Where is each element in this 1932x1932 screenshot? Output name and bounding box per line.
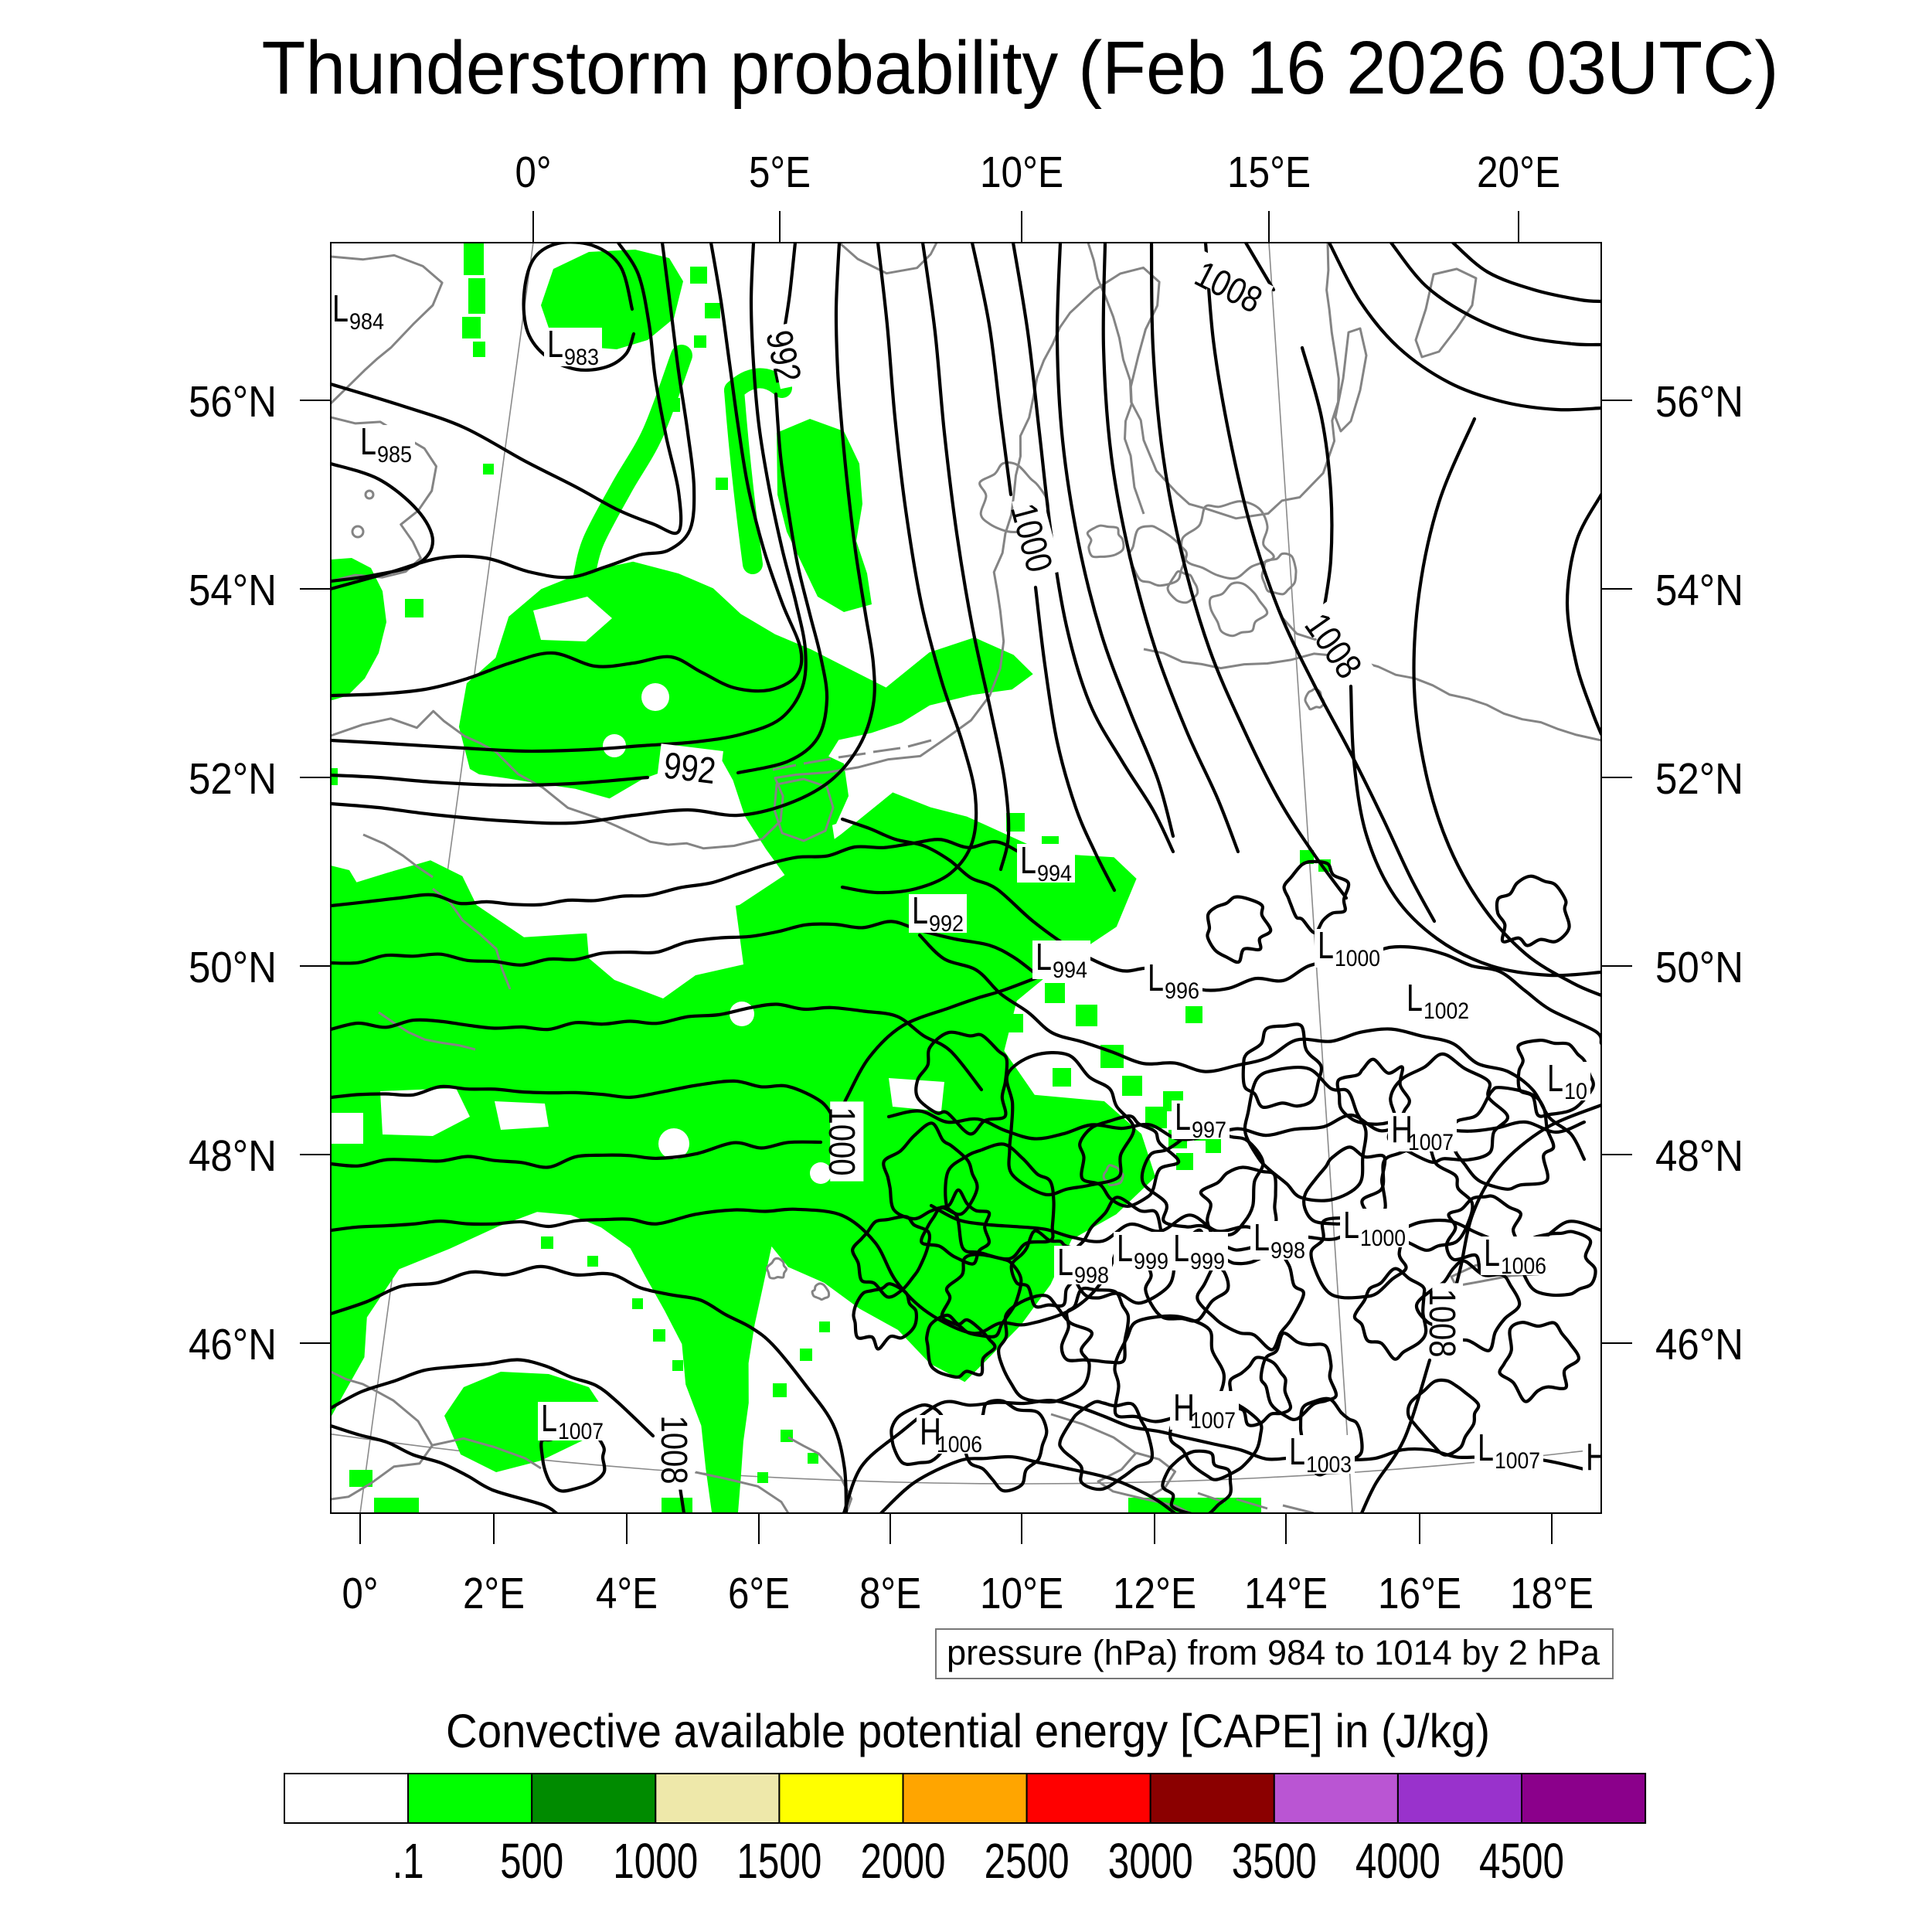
svg-text:L: L xyxy=(1020,840,1036,882)
svg-text:992: 992 xyxy=(929,911,964,937)
svg-text:52°N: 52°N xyxy=(1655,754,1743,804)
svg-text:56°N: 56°N xyxy=(189,377,277,427)
svg-text:10: 10 xyxy=(1564,1079,1587,1104)
svg-text:L: L xyxy=(1148,957,1164,999)
svg-text:48°N: 48°N xyxy=(1655,1131,1743,1181)
svg-text:56°N: 56°N xyxy=(1655,377,1743,427)
svg-text:16°E: 16°E xyxy=(1378,1569,1461,1618)
svg-text:L: L xyxy=(332,288,349,330)
svg-text:L: L xyxy=(912,890,928,932)
svg-text:50°N: 50°N xyxy=(1655,943,1743,992)
svg-text:46°N: 46°N xyxy=(1655,1320,1743,1369)
svg-text:1000: 1000 xyxy=(613,1833,698,1889)
svg-text:L: L xyxy=(1343,1205,1359,1247)
svg-text:5°E: 5°E xyxy=(749,148,811,197)
svg-text:500: 500 xyxy=(500,1833,563,1889)
svg-text:997: 997 xyxy=(1192,1117,1226,1143)
svg-text:3500: 3500 xyxy=(1232,1833,1317,1889)
svg-text:3000: 3000 xyxy=(1108,1833,1193,1889)
svg-text:4000: 4000 xyxy=(1355,1833,1440,1889)
svg-text:46°N: 46°N xyxy=(189,1320,277,1369)
svg-text:L: L xyxy=(1117,1228,1133,1270)
svg-text:983: 983 xyxy=(564,345,599,370)
svg-text:1000: 1000 xyxy=(821,1107,862,1176)
svg-text:Convective available potential: Convective available potential energy [C… xyxy=(446,1705,1490,1757)
svg-text:H: H xyxy=(1391,1109,1413,1151)
svg-text:985: 985 xyxy=(377,442,412,468)
svg-text:pressure (hPa) from 984 to 101: pressure (hPa) from 984 to 1014 by 2 hPa xyxy=(947,1633,1600,1672)
svg-text:4°E: 4°E xyxy=(596,1569,658,1618)
svg-text:1008: 1008 xyxy=(653,1416,694,1485)
svg-text:1002: 1002 xyxy=(1423,998,1469,1024)
svg-text:0°: 0° xyxy=(342,1569,379,1618)
svg-text:L: L xyxy=(1253,1217,1270,1259)
svg-text:L: L xyxy=(360,421,376,463)
svg-text:2500: 2500 xyxy=(985,1833,1070,1889)
svg-text:L: L xyxy=(1406,978,1423,1019)
svg-text:996: 996 xyxy=(1165,978,1199,1004)
svg-text:12°E: 12°E xyxy=(1113,1569,1196,1618)
svg-text:2°E: 2°E xyxy=(463,1569,525,1618)
svg-text:1006: 1006 xyxy=(1501,1253,1546,1279)
svg-text:1007: 1007 xyxy=(1495,1448,1540,1474)
svg-text:L: L xyxy=(1478,1427,1494,1469)
svg-text:H: H xyxy=(920,1411,941,1453)
svg-text:L: L xyxy=(1036,937,1052,978)
svg-text:54°N: 54°N xyxy=(1655,566,1743,615)
svg-text:994: 994 xyxy=(1037,861,1072,886)
svg-text:994: 994 xyxy=(1053,957,1087,983)
svg-text:2000: 2000 xyxy=(861,1833,946,1889)
svg-text:L: L xyxy=(1173,1228,1189,1270)
svg-text:15°E: 15°E xyxy=(1227,148,1311,197)
svg-text:48°N: 48°N xyxy=(189,1131,277,1181)
svg-text:998: 998 xyxy=(1074,1263,1109,1288)
svg-text:4500: 4500 xyxy=(1479,1833,1564,1889)
svg-text:1007: 1007 xyxy=(1190,1408,1236,1434)
svg-text:8°E: 8°E xyxy=(859,1569,921,1618)
svg-text:.1: .1 xyxy=(393,1833,424,1889)
svg-text:Thunderstorm probability (Feb: Thunderstorm probability (Feb 16 2026 03… xyxy=(262,26,1779,110)
svg-text:18°E: 18°E xyxy=(1510,1569,1594,1618)
svg-text:10°E: 10°E xyxy=(980,148,1063,197)
svg-text:1500: 1500 xyxy=(736,1833,821,1889)
svg-text:L: L xyxy=(1289,1431,1305,1473)
svg-text:50°N: 50°N xyxy=(189,943,277,992)
svg-text:L: L xyxy=(1318,925,1334,967)
svg-text:H: H xyxy=(1173,1387,1195,1429)
svg-text:1006: 1006 xyxy=(937,1432,982,1458)
svg-text:1007: 1007 xyxy=(1408,1130,1454,1155)
svg-text:1000: 1000 xyxy=(1360,1226,1406,1251)
svg-text:L: L xyxy=(1484,1233,1500,1274)
svg-text:1003: 1003 xyxy=(1306,1452,1352,1478)
svg-text:L: L xyxy=(547,324,563,366)
svg-text:6°E: 6°E xyxy=(728,1569,790,1618)
svg-text:L: L xyxy=(1057,1242,1073,1284)
svg-text:10°E: 10°E xyxy=(980,1569,1063,1618)
svg-text:20°E: 20°E xyxy=(1477,148,1560,197)
svg-text:1007: 1007 xyxy=(558,1419,604,1444)
svg-text:999: 999 xyxy=(1134,1249,1168,1274)
svg-text:H: H xyxy=(1586,1437,1607,1478)
svg-text:52°N: 52°N xyxy=(189,754,277,804)
svg-text:54°N: 54°N xyxy=(189,566,277,615)
svg-text:0°: 0° xyxy=(515,148,552,197)
svg-text:984: 984 xyxy=(349,309,384,335)
svg-text:L: L xyxy=(1547,1058,1563,1100)
svg-text:L: L xyxy=(541,1398,557,1440)
svg-text:1000: 1000 xyxy=(1335,946,1380,971)
svg-text:992: 992 xyxy=(662,745,718,792)
svg-text:999: 999 xyxy=(1190,1249,1225,1274)
svg-text:998: 998 xyxy=(1270,1238,1305,1264)
svg-text:L: L xyxy=(1175,1097,1191,1138)
svg-text:14°E: 14°E xyxy=(1244,1569,1328,1618)
svg-text:1008: 1008 xyxy=(1421,1289,1462,1358)
